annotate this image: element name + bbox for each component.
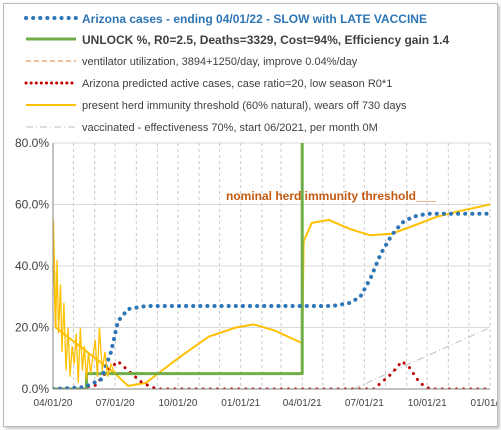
x-tick-label: 04/01/20 — [34, 398, 73, 409]
series-herd-threshold-early-noise — [53, 219, 116, 383]
y-tick-label: 20.0% — [15, 321, 49, 335]
y-tick-label: 80.0% — [15, 136, 49, 150]
chart-svg: Arizona cases - ending 04/01/22 - SLOW w… — [15, 12, 497, 409]
legend: Arizona cases - ending 04/01/22 - SLOW w… — [24, 12, 449, 134]
x-tick-label: 01/01/21 — [221, 398, 260, 409]
y-axis-ticks: 0.0% 20.0% 40.0% 60.0% 80.0% — [15, 136, 49, 396]
chart-frame: Arizona cases - ending 04/01/22 - SLOW w… — [3, 3, 498, 427]
herd-threshold-annotation: nominal herd immunity threshold___ — [226, 189, 436, 203]
series-vaccinated-line — [353, 327, 490, 389]
series-cases-line — [53, 211, 490, 389]
legend-label-herd: present herd immunity threshold (60% nat… — [82, 100, 407, 112]
x-tick-label: 07/01/20 — [96, 398, 135, 409]
legend-label-unlock: UNLOCK %, R0=2.5, Deaths=3329, Cost=94%,… — [82, 33, 449, 47]
legend-label-vaccinated: vaccinated - effectiveness 70%, start 06… — [82, 122, 378, 134]
legend-label-predicted: Arizona predicted active cases, case rat… — [82, 78, 392, 90]
y-tick-label: 40.0% — [15, 259, 49, 273]
x-tick-label: 10/01/21 — [408, 398, 447, 409]
legend-label-ventilator: ventilator utilization, 3894+1250/day, i… — [82, 56, 358, 68]
legend-label-cases: Arizona cases - ending 04/01/22 - SLOW w… — [82, 12, 427, 26]
y-tick-label: 60.0% — [15, 198, 49, 212]
x-tick-label: 07/01/21 — [345, 398, 384, 409]
x-tick-label: 10/01/20 — [158, 398, 197, 409]
series-group — [53, 143, 490, 389]
x-axis-ticks: 04/01/20 07/01/20 10/01/20 01/01/21 04/01/21… — [34, 398, 497, 409]
x-tick-label: 01/01/22 — [471, 398, 497, 409]
y-tick-label: 0.0% — [22, 382, 50, 396]
x-tick-label: 04/01/21 — [283, 398, 322, 409]
